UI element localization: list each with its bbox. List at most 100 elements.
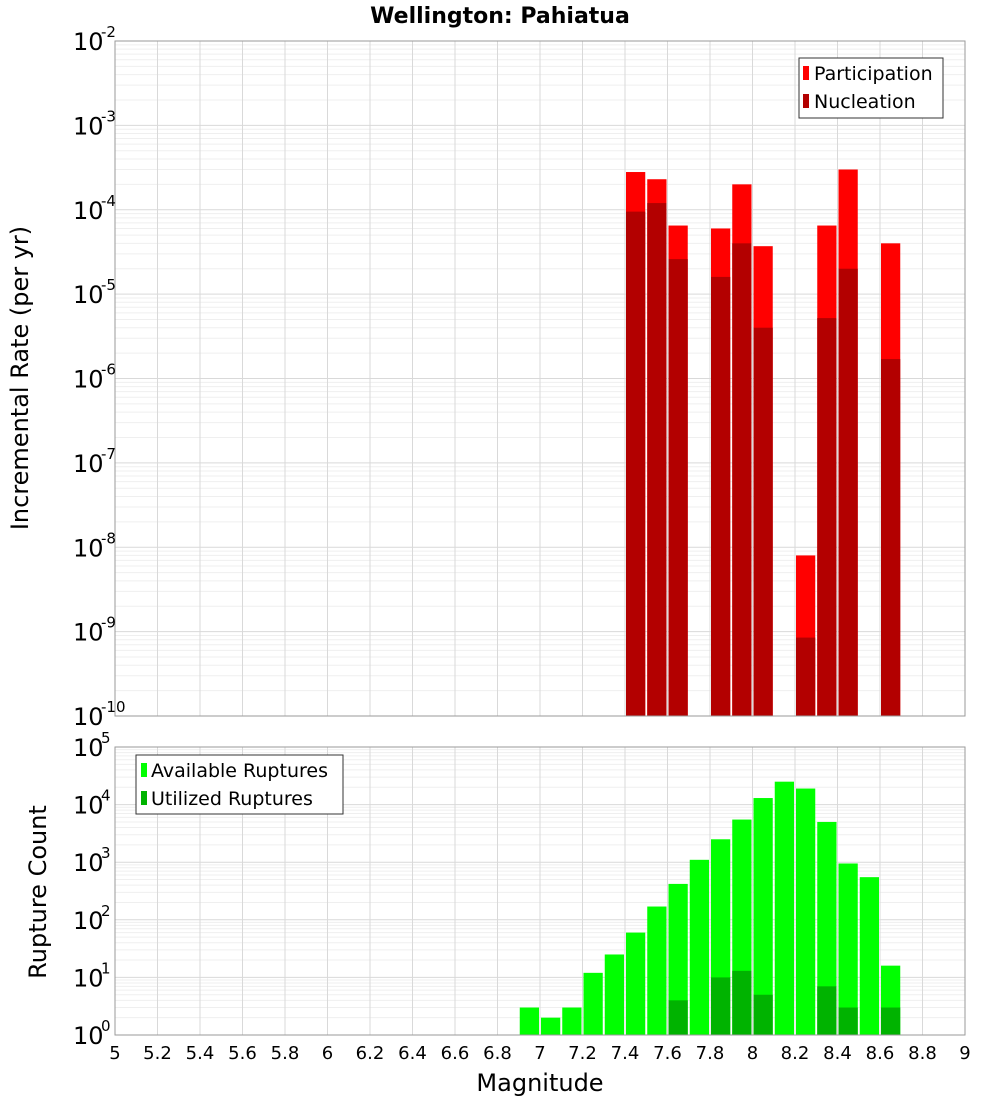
rate-y-tick-base: 10 (73, 366, 104, 394)
available-ruptures-bar (604, 954, 624, 1035)
rate-y-tick-exponent: -3 (101, 107, 116, 125)
count-y-tick-base: 10 (73, 907, 104, 935)
available-ruptures-bar (859, 877, 879, 1035)
x-ticks: 5 5.2 5.4 5.6 5.8 6 6.2 6.4 6.6 6.8 7 7.2 7.4 7.6 7.8 8… (109, 1043, 970, 1064)
available-ruptures-bar (626, 932, 646, 1035)
count-y-tick-base: 10 (73, 792, 104, 820)
count-y-tick-exponent: 4 (101, 787, 111, 805)
available-ruptures-bar (753, 798, 773, 1035)
x-axis-label: Magnitude (476, 1069, 603, 1097)
rate-y-tick-exponent: -6 (101, 361, 116, 379)
rate-y-tick-exponent: -10 (101, 698, 126, 716)
x-tick-label: 6.6 (441, 1043, 470, 1064)
x-tick-label: 8.2 (781, 1043, 810, 1064)
nucleation-bar (668, 259, 688, 716)
rate-y-tick-exponent: -5 (101, 276, 116, 294)
utilized-ruptures-bar (753, 994, 773, 1035)
rate-y-tick-exponent: -9 (101, 614, 116, 632)
nucleation-legend-label: Nucleation (814, 91, 916, 113)
rate-y-tick-base: 10 (73, 534, 104, 562)
nucleation-bar (753, 327, 773, 716)
rate-y-tick-exponent: -2 (101, 23, 116, 41)
count-plot-frame (114, 746, 966, 1036)
available-ruptures-bar (519, 1007, 539, 1035)
x-tick-label: 8.6 (866, 1043, 895, 1064)
participation-legend-label: Participation (814, 63, 933, 85)
count-legend: Available Ruptures Utilized Ruptures (135, 754, 344, 815)
nucleation-bar (711, 276, 731, 716)
x-tick-label: 6.8 (483, 1043, 512, 1064)
rate-legend: Participation Nucleation (798, 57, 944, 119)
rate-y-tick-base: 10 (73, 450, 104, 478)
rate-y-tick-base: 10 (73, 28, 104, 56)
x-tick-label: 7.4 (611, 1043, 640, 1064)
nucleation-bar (796, 637, 816, 716)
utilized-ruptures-bar (881, 1007, 901, 1035)
count-y-axis-label: Rupture Count (24, 805, 52, 979)
x-tick-label: 5.2 (143, 1043, 172, 1064)
x-tick-label: 7.6 (653, 1043, 682, 1064)
x-tick-label: 8.8 (908, 1043, 937, 1064)
rate-legend-box (798, 57, 944, 119)
count-bars (519, 781, 901, 1035)
participation-legend-swatch (803, 66, 809, 80)
x-tick-label: 6 (322, 1043, 333, 1064)
rate-y-tick-exponent: -4 (101, 192, 116, 210)
utilized-legend-label: Utilized Ruptures (151, 788, 313, 810)
x-tick-label: 5 (109, 1043, 120, 1064)
x-tick-label: 7.8 (696, 1043, 725, 1064)
count-y-tick-base: 10 (73, 734, 104, 762)
x-tick-label: 6.2 (356, 1043, 385, 1064)
available-ruptures-bar (583, 972, 603, 1035)
rate-y-tick-base: 10 (73, 703, 104, 731)
available-ruptures-bar (774, 781, 794, 1035)
utilized-ruptures-bar (732, 970, 752, 1035)
rate-y-axis-label: Incremental Rate (per yr) (6, 226, 34, 530)
utilized-ruptures-bar (838, 1007, 858, 1035)
chart-title: Wellington: Pahiatua (370, 4, 630, 29)
available-ruptures-bar (838, 863, 858, 1035)
x-tick-label: 7 (534, 1043, 545, 1064)
nucleation-bar (881, 359, 901, 716)
rate-y-tick-exponent: -8 (101, 529, 116, 547)
x-tick-label: 7.2 (568, 1043, 597, 1064)
rate-y-tick-base: 10 (73, 619, 104, 647)
count-y-tick-base: 10 (73, 1022, 104, 1050)
nucleation-legend-swatch (803, 94, 809, 108)
available-ruptures-bar (817, 821, 837, 1035)
utilized-ruptures-bar (817, 986, 837, 1035)
count-legend-box (135, 754, 344, 815)
count-y-tick-exponent: 1 (101, 959, 111, 977)
available-ruptures-bar (647, 906, 667, 1035)
x-tick-label: 8.4 (823, 1043, 852, 1064)
rate-bars (626, 169, 901, 717)
rate-y-tick-exponent: -7 (101, 445, 116, 463)
count-y-tick-base: 10 (73, 964, 104, 992)
x-tick-label: 5.6 (228, 1043, 257, 1064)
nucleation-bar (732, 243, 752, 717)
nucleation-bar (626, 211, 646, 716)
count-y-tick-exponent: 5 (101, 729, 111, 747)
available-ruptures-bar (541, 1017, 561, 1035)
rate-grid (114, 40, 966, 717)
rate-y-tick-base: 10 (73, 281, 104, 309)
count-y-tick-exponent: 0 (101, 1017, 111, 1035)
available-ruptures-bar (562, 1007, 582, 1035)
nucleation-bar (647, 203, 667, 716)
utilized-legend-swatch (141, 791, 147, 805)
utilized-ruptures-bar (711, 977, 731, 1035)
x-tick-label: 9 (959, 1043, 970, 1064)
rate-y-tick-base: 10 (73, 112, 104, 140)
available-legend-swatch (141, 763, 147, 777)
nucleation-bar (838, 268, 858, 716)
rate-y-tick-base: 10 (73, 197, 104, 225)
x-tick-label: 5.4 (186, 1043, 215, 1064)
rate-plot-frame (114, 40, 966, 717)
x-tick-label: 8 (747, 1043, 758, 1064)
x-tick-label: 5.8 (271, 1043, 300, 1064)
